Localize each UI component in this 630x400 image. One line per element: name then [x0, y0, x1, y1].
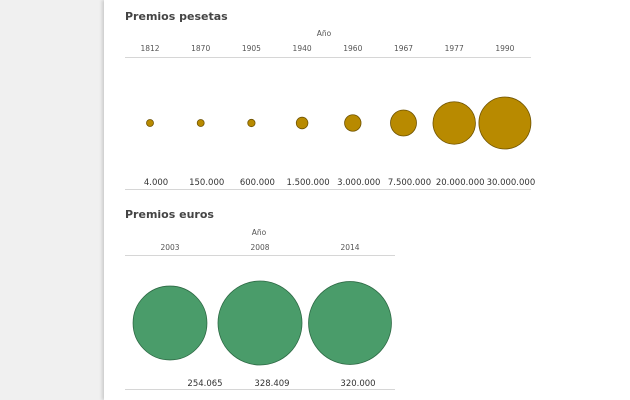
bubble-0-1 [196, 119, 205, 127]
value-label-0-4: 3.000.000 [337, 178, 380, 188]
value-label-0-3: 1.500.000 [286, 178, 329, 188]
value-label-0-0: 4.000 [144, 178, 168, 188]
tick-label-0-7: 1990 [495, 44, 514, 53]
bubble-1-0 [132, 285, 208, 361]
bubble-0-7 [478, 96, 532, 150]
bubble-0-6 [432, 101, 476, 145]
pesetas-chart-title: Premios pesetas [125, 10, 228, 23]
euros-top-rule [125, 255, 395, 256]
euros-bottom-rule [125, 389, 395, 390]
pesetas-bottom-rule [125, 189, 531, 190]
bubble-0-0 [146, 119, 154, 127]
value-label-0-5: 7.500.000 [388, 178, 431, 188]
tick-label-0-0: 1812 [140, 44, 159, 53]
bubble-0-4 [344, 114, 362, 132]
value-label-1-1: 328.409 [254, 379, 289, 389]
value-label-1-0: 254.065 [187, 379, 222, 389]
pesetas-x-axis-label: Año [316, 29, 332, 38]
euros-x-axis-label: Año [251, 228, 267, 237]
tick-label-0-2: 1905 [242, 44, 261, 53]
bubble-0-5 [390, 109, 417, 137]
bubble-0-3 [295, 116, 309, 130]
tick-label-0-6: 1977 [445, 44, 464, 53]
bubble-1-1 [217, 280, 303, 366]
value-label-1-2: 320.000 [340, 379, 375, 389]
bubble-0-2 [247, 118, 256, 128]
value-label-0-7: 30.000.000 [487, 178, 536, 188]
tick-label-1-2: 2014 [340, 243, 359, 252]
value-label-0-1: 150.000 [189, 178, 224, 188]
pesetas-top-rule [125, 57, 531, 58]
tick-label-0-4: 1960 [343, 44, 362, 53]
tick-label-0-3: 1940 [293, 44, 312, 53]
tick-label-0-1: 1870 [191, 44, 210, 53]
value-label-0-2: 600.000 [240, 178, 275, 188]
tick-label-1-1: 2008 [250, 243, 269, 252]
tick-label-0-5: 1967 [394, 44, 413, 53]
value-label-0-6: 20.000.000 [436, 178, 485, 188]
bubble-1-2 [308, 281, 392, 365]
tick-label-1-0: 2003 [160, 243, 179, 252]
euros-chart-title: Premios euros [125, 208, 214, 221]
